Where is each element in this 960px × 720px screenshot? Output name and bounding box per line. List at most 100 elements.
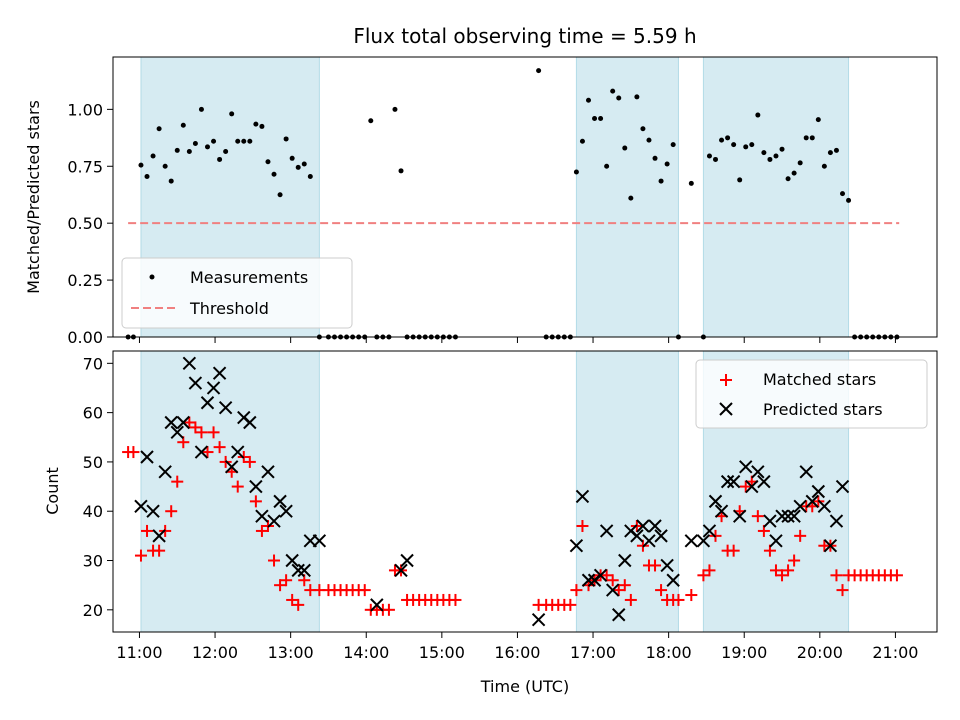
- measurement-point: [536, 68, 542, 74]
- matched-star-point: [286, 593, 299, 606]
- predicted-star-point: [134, 499, 148, 513]
- predicted-star-point: [781, 509, 795, 523]
- x-stroke-b: [200, 396, 215, 410]
- predicted-star-point: [312, 534, 327, 548]
- x-stroke-b: [732, 509, 747, 523]
- predicted-star-point: [823, 539, 838, 553]
- measurement-point: [749, 142, 755, 148]
- x-stroke-b: [605, 583, 620, 597]
- measurement-point: [833, 147, 839, 153]
- measurement-point: [725, 135, 731, 141]
- bottom-panel: 20 30 40 50 60 70 11:00 12:00 13:00 14:00 15:00 16:…: [83, 350, 938, 662]
- matched-star-point: [727, 544, 740, 557]
- x-stroke-b: [255, 509, 269, 523]
- x-stroke-b: [569, 539, 584, 553]
- predicted-star-point: [612, 608, 626, 622]
- top-y-tick-label: 1.00: [67, 100, 103, 119]
- x-stroke-b: [684, 534, 699, 548]
- predicted-star-point: [745, 479, 759, 494]
- measurement-point: [144, 174, 150, 180]
- x-stroke-b: [793, 499, 807, 513]
- matched-star-point: [213, 441, 226, 454]
- measurement-point: [168, 178, 174, 184]
- predicted-star-point: [218, 400, 233, 415]
- x-stroke-b: [575, 489, 590, 504]
- measurement-point: [579, 138, 585, 144]
- matched-star-point: [836, 584, 849, 597]
- predicted-star-point: [243, 415, 257, 430]
- predicted-star-points: [134, 356, 850, 627]
- predicted-star-point: [757, 474, 771, 489]
- matched-star-point: [292, 598, 305, 611]
- x-stroke-b: [696, 534, 711, 548]
- predicted-star-point: [702, 524, 717, 538]
- shaded-interval-2: [702, 56, 850, 338]
- bottom-y-tick-label: 40: [83, 502, 103, 521]
- x-stroke-b: [224, 460, 239, 474]
- x-stroke-b: [279, 504, 293, 518]
- matched-star-point: [382, 603, 395, 616]
- measurement-point: [821, 163, 827, 169]
- x-stroke-b: [654, 529, 668, 543]
- legend-predicted-marker: [719, 402, 733, 416]
- predicted-star-point: [817, 499, 832, 513]
- bottom-y-tick-label: 50: [83, 453, 103, 472]
- predicted-star-point: [605, 583, 620, 597]
- measurement-point: [797, 160, 803, 166]
- predicted-star-point: [581, 573, 596, 587]
- measurement-point: [265, 159, 271, 165]
- measurement-point: [809, 135, 815, 141]
- x-stroke-b: [763, 514, 777, 528]
- bottom-x-tick-label: 13:00: [268, 643, 314, 662]
- matched-star-point: [794, 529, 807, 542]
- x-stroke-b: [648, 519, 662, 533]
- predicted-star-point: [182, 356, 197, 371]
- legend-matched-marker: [720, 374, 732, 386]
- x-stroke-b: [182, 356, 197, 371]
- x-stroke-b: [666, 573, 680, 587]
- x-stroke-b: [811, 484, 826, 499]
- measurement-point: [719, 137, 725, 143]
- x-stroke-b: [708, 494, 723, 509]
- x-axis-label: Time (UTC): [480, 677, 569, 696]
- matched-star-point: [280, 574, 293, 587]
- legend-predicted-label: Predicted stars: [763, 400, 883, 419]
- top-y-tick-label: 0.50: [67, 214, 103, 233]
- bottom-x-tick-label: 16:00: [494, 643, 540, 662]
- matched-star-point: [195, 426, 208, 439]
- predicted-star-point: [775, 509, 789, 523]
- predicted-star-point: [200, 396, 215, 410]
- measurement-point: [586, 97, 592, 103]
- legend-measurements-marker: [149, 274, 155, 280]
- matched-star-point: [576, 520, 589, 533]
- predicted-star-point: [273, 494, 287, 509]
- matched-star-point: [830, 569, 843, 582]
- predicted-star-point: [636, 519, 650, 533]
- x-stroke-b: [775, 509, 789, 523]
- matched-star-point: [776, 569, 789, 582]
- measurement-point: [204, 144, 210, 150]
- predicted-star-point: [291, 563, 305, 578]
- measurement-point: [150, 153, 156, 159]
- x-stroke-b: [194, 445, 209, 459]
- matched-star-point: [703, 564, 716, 577]
- measurement-point: [640, 126, 646, 132]
- predicted-star-point: [531, 612, 546, 627]
- matched-star-point: [782, 564, 795, 577]
- x-stroke-b: [206, 381, 221, 395]
- chart-title: Flux total observing time = 5.59 h: [353, 24, 696, 48]
- measurement-point: [737, 177, 743, 183]
- bottom-y-tick-label: 70: [83, 354, 103, 373]
- predicted-star-point: [279, 504, 293, 518]
- measurement-point: [162, 163, 168, 169]
- top-y-axis-label: Matched/Predicted stars: [24, 100, 43, 294]
- predicted-star-point: [787, 509, 801, 523]
- matched-star-point: [618, 579, 631, 592]
- x-stroke-b: [805, 494, 819, 509]
- x-stroke-b: [581, 573, 596, 587]
- predicted-star-point: [642, 534, 656, 548]
- predicted-star-point: [648, 519, 662, 533]
- x-stroke-b: [751, 465, 765, 479]
- measurement-point: [706, 153, 712, 159]
- matched-star-point: [769, 564, 782, 577]
